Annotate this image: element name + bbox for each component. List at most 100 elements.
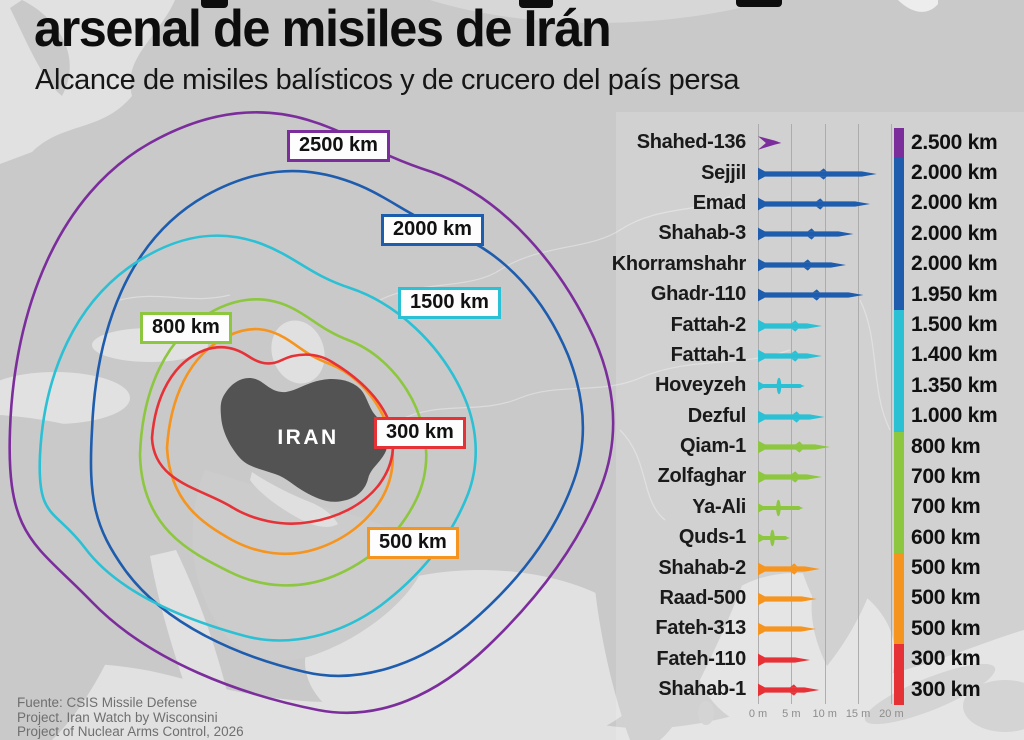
panel-overlay xyxy=(616,112,1024,740)
range-rings xyxy=(8,111,615,715)
range-bar-segment xyxy=(894,128,904,159)
length-gridline xyxy=(891,124,893,704)
missile-name-label: Zolfaghar xyxy=(657,465,747,488)
range-ring-label-300: 300 km xyxy=(374,417,466,449)
missile-name-label: Shahab-2 xyxy=(658,556,746,579)
persian-gulf xyxy=(250,472,338,527)
missile-icon-cruise xyxy=(758,499,804,516)
missile-name-label: Fattah-1 xyxy=(670,343,747,366)
ring-300km xyxy=(150,345,395,525)
source-line: Project. Iran Watch by Wisconsini xyxy=(17,709,218,725)
missile-range-label: 1.000 km xyxy=(911,404,998,428)
missile-name-label: Fateh-313 xyxy=(655,617,746,640)
missile-icon-ballistic xyxy=(758,197,871,211)
length-gridline xyxy=(858,124,860,704)
missile-name-label: Ghadr-110 xyxy=(650,283,746,306)
missile-icon-ballistic xyxy=(758,470,822,484)
missile-icon-ballistic xyxy=(758,227,854,241)
missile-name-label: Sejjil xyxy=(701,161,746,184)
missile-name-label: Fattah-2 xyxy=(670,313,747,336)
missile-icon-ballistic xyxy=(758,683,820,697)
missile-icon-ballistic xyxy=(758,349,822,363)
source-line: Fuente: CSIS Missile Defense xyxy=(17,695,198,710)
missile-name-label: Shahab-1 xyxy=(658,678,746,700)
range-bar-segment xyxy=(894,310,904,432)
missile-range-label: 1.350 km xyxy=(911,373,998,397)
missile-range-label: 2.000 km xyxy=(911,191,998,215)
axis-tick-label: 0 m xyxy=(748,708,768,720)
missile-name-label: Raad-500 xyxy=(659,586,746,609)
missile-name-label: Hoveyzeh xyxy=(655,374,746,397)
ring-1500km xyxy=(38,234,477,642)
missile-icon-cruise xyxy=(758,529,790,547)
iran-shape xyxy=(220,378,388,502)
cropped-text-fragment xyxy=(736,0,782,7)
missile-icon-ballistic xyxy=(758,653,810,667)
missile-range-label: 1.500 km xyxy=(911,313,998,336)
missile-range-label: 2.000 km xyxy=(911,161,998,185)
cropped-text-fragment xyxy=(201,0,228,8)
missile-range-label: 500 km xyxy=(911,586,981,610)
missile-range-label: 300 km xyxy=(911,647,981,671)
range-ring-label-1500: 1500 km xyxy=(398,287,501,319)
missile-range-label: 2.000 km xyxy=(911,252,998,276)
map-borders xyxy=(119,195,891,521)
range-ring-label-800: 800 km xyxy=(140,312,232,344)
missile-range-label: 300 km xyxy=(911,677,981,701)
missile-name-label: Fateh-110 xyxy=(656,647,746,670)
missile-name-label: Quds-1 xyxy=(678,526,746,549)
axis-tick-label: 20 m xyxy=(879,708,904,720)
missile-name-label: Ya-Ali xyxy=(692,495,746,518)
axis-tick-label: 10 m xyxy=(812,708,837,720)
range-bar-segment xyxy=(894,644,904,706)
range-bar-segment xyxy=(894,553,904,645)
missile-icon-cruise xyxy=(758,377,805,395)
source-note: Fuente: CSIS Missile Defense Project. Ir… xyxy=(17,695,244,740)
missile-name-label: Qiam-1 xyxy=(679,435,746,457)
caspian-sea xyxy=(271,320,325,384)
missile-icon-ballistic xyxy=(758,622,816,636)
missile-icon-ballistic xyxy=(758,258,846,272)
range-bar-segment xyxy=(894,431,904,554)
ring-2500km xyxy=(8,111,615,715)
missile-name-label: Dezful xyxy=(687,404,747,427)
missile-range-label: 700 km xyxy=(911,495,981,519)
missile-icon-ballistic xyxy=(758,562,820,575)
missile-icon-drone xyxy=(758,136,782,150)
missile-icon-ballistic xyxy=(758,410,825,423)
axis-tick-label: 15 m xyxy=(845,708,871,720)
missile-range-label: 1.400 km xyxy=(911,343,998,367)
iran-label: IRAN xyxy=(277,426,338,449)
missile-name-label: Shahed-136 xyxy=(636,131,747,154)
source-line: Project of Nuclear Arms Control, 2026 xyxy=(17,724,244,739)
missile-icon-ballistic xyxy=(758,319,822,332)
length-gridline xyxy=(824,124,826,704)
missile-icon-ballistic xyxy=(758,167,877,180)
range-ring-label-2000: 2000 km xyxy=(381,214,484,246)
range-bar-segment xyxy=(894,158,904,311)
missile-range-label: 1.950 km xyxy=(911,282,998,306)
missile-range-label: 600 km xyxy=(911,525,981,549)
missile-icon-ballistic xyxy=(758,592,817,606)
cropped-text-fragment xyxy=(519,0,553,8)
missile-range-label: 500 km xyxy=(911,556,981,579)
missile-range-label: 2.000 km xyxy=(911,221,998,245)
missile-range-label: 800 km xyxy=(911,434,981,458)
range-ring-label-500: 500 km xyxy=(367,527,459,559)
ring-2000km xyxy=(89,169,585,678)
page-title: arsenal de misiles de Irán xyxy=(34,0,612,58)
page-subtitle: Alcance de misiles balísticos y de cruce… xyxy=(35,64,740,96)
missile-name-label: Khorramshahr xyxy=(611,252,747,275)
missile-range-label: 700 km xyxy=(911,464,981,488)
missile-name-label: Emad xyxy=(692,191,747,214)
missile-range-label: 500 km xyxy=(911,616,981,640)
missile-icon-ballistic xyxy=(758,440,830,454)
missile-name-label: Shahab-3 xyxy=(658,222,746,245)
missile-range-label: 2.500 km xyxy=(911,130,998,154)
missile-icon-ballistic xyxy=(758,288,864,302)
axis-tick-label: 5 m xyxy=(782,708,801,720)
range-ring-label-2500: 2500 km xyxy=(287,130,390,162)
